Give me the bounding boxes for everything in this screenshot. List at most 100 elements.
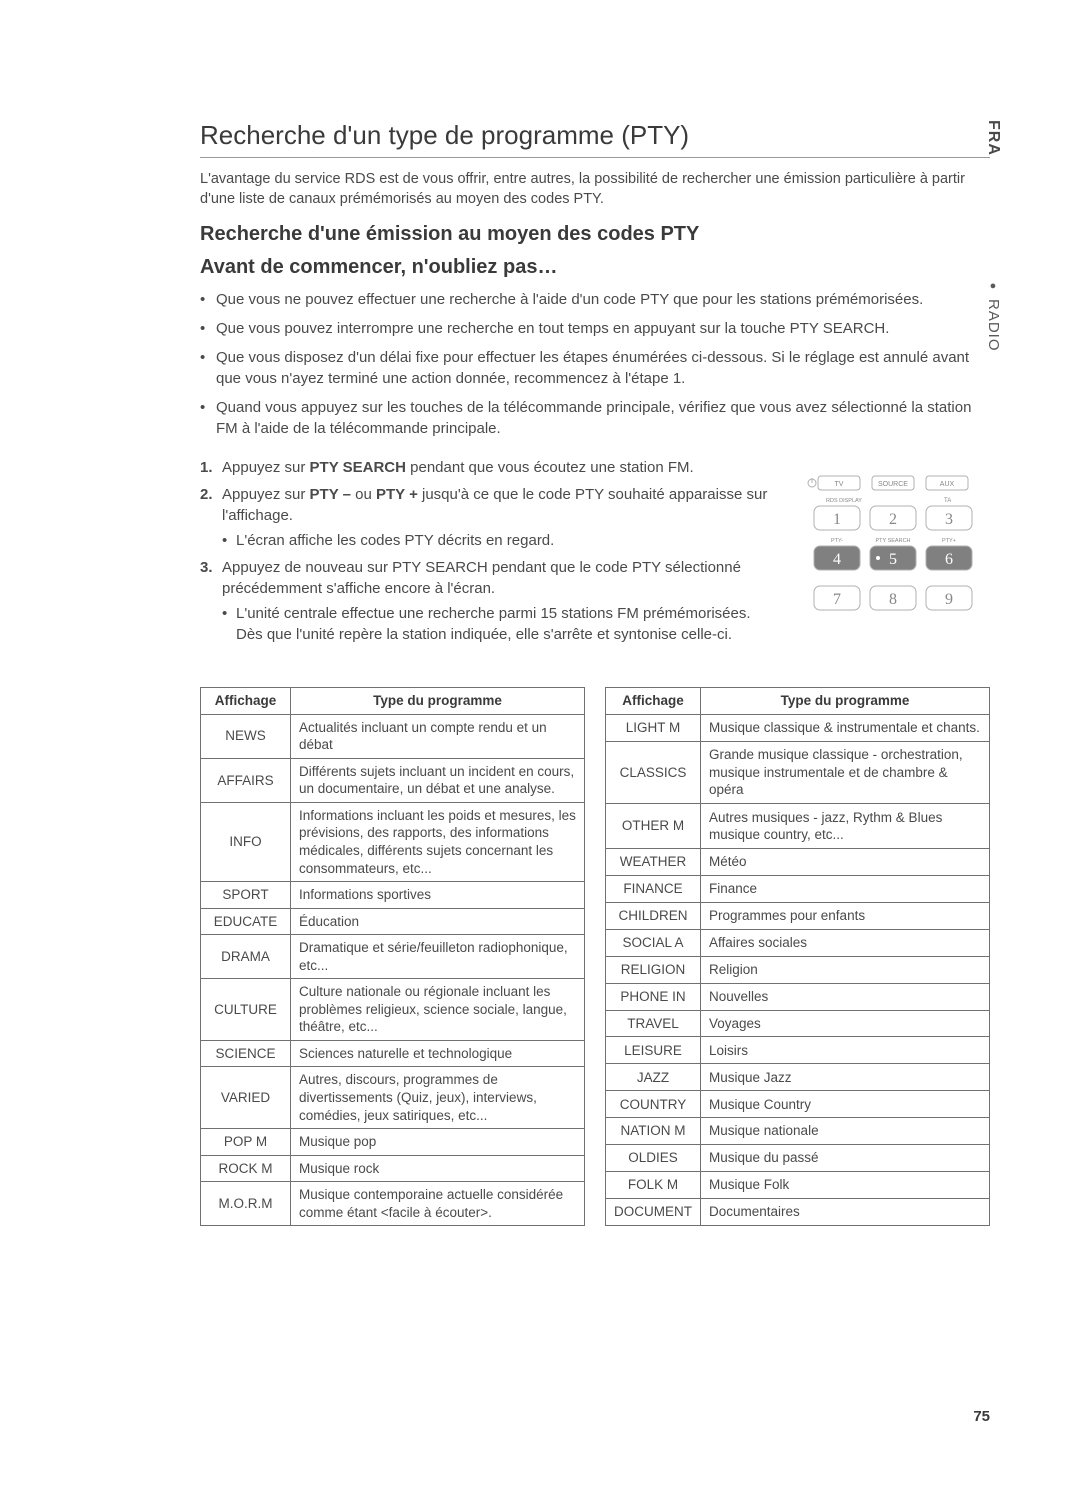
svg-text:PTY-: PTY- <box>831 538 843 544</box>
svg-text:SOURCE: SOURCE <box>878 481 908 488</box>
key-label: PTY SEARCH <box>310 459 406 476</box>
svg-text:AUX: AUX <box>940 481 955 488</box>
pty-desc: Grande musique classique - orchestration… <box>701 741 990 804</box>
table-header: Type du programme <box>701 688 990 715</box>
step-text: Appuyez sur <box>222 486 310 503</box>
pty-code: INFO <box>201 802 291 881</box>
pty-table-left: Affichage Type du programme NEWSActualit… <box>200 687 585 1226</box>
pty-code: LEISURE <box>606 1037 701 1064</box>
pty-desc: Religion <box>701 956 990 983</box>
svg-text:5: 5 <box>889 551 897 568</box>
pty-desc: Musique Folk <box>701 1172 990 1199</box>
pty-desc: Différents sujets incluant un incident e… <box>291 758 585 802</box>
pty-desc: Musique du passé <box>701 1145 990 1172</box>
step-text: Appuyez de nouveau sur PTY SEARCH pendan… <box>222 559 741 597</box>
pty-code: WEATHER <box>606 848 701 875</box>
table-row: LEISURELoisirs <box>606 1037 990 1064</box>
pty-code: SPORT <box>201 882 291 909</box>
pty-code: JAZZ <box>606 1064 701 1091</box>
subheading-1: Recherche d'une émission au moyen des co… <box>200 223 990 246</box>
pty-desc: Informations sportives <box>291 882 585 909</box>
pty-code: COUNTRY <box>606 1091 701 1118</box>
table-row: RELIGIONReligion <box>606 956 990 983</box>
note-item: Que vous pouvez interrompre une recherch… <box>200 318 990 339</box>
table-row: TRAVELVoyages <box>606 1010 990 1037</box>
pty-desc: Musique nationale <box>701 1118 990 1145</box>
pty-code: CHILDREN <box>606 902 701 929</box>
pty-desc: Sciences naturelle et technologique <box>291 1040 585 1067</box>
table-row: CHILDRENProgrammes pour enfants <box>606 902 990 929</box>
steps-list: Appuyez sur PTY SEARCH pendant que vous … <box>200 457 780 651</box>
pty-desc: Autres musiques - jazz, Rythm & Blues mu… <box>701 804 990 849</box>
pty-desc: Informations incluant les poids et mesur… <box>291 802 585 881</box>
svg-text:3: 3 <box>945 511 953 528</box>
table-row: COUNTRYMusique Country <box>606 1091 990 1118</box>
step-3: Appuyez de nouveau sur PTY SEARCH pendan… <box>200 557 780 645</box>
pty-code: OTHER M <box>606 804 701 849</box>
table-row: CLASSICSGrande musique classique - orche… <box>606 741 990 804</box>
table-row: VARIEDAutres, discours, programmes de di… <box>201 1067 585 1129</box>
pty-desc: Voyages <box>701 1010 990 1037</box>
table-row: NEWSActualités incluant un compte rendu … <box>201 714 585 758</box>
page-title: Recherche d'un type de programme (PTY) <box>200 120 990 158</box>
pty-table-right: Affichage Type du programme LIGHT MMusiq… <box>605 687 990 1226</box>
step-1: Appuyez sur PTY SEARCH pendant que vous … <box>200 457 780 478</box>
table-row: FOLK MMusique Folk <box>606 1172 990 1199</box>
table-row: SCIENCESciences naturelle et technologiq… <box>201 1040 585 1067</box>
pty-desc: Nouvelles <box>701 983 990 1010</box>
key-label: PTY + <box>376 486 418 503</box>
pty-code: SOCIAL A <box>606 929 701 956</box>
svg-text:PTY+: PTY+ <box>942 538 956 544</box>
table-row: AFFAIRSDifférents sujets incluant un inc… <box>201 758 585 802</box>
pty-code: VARIED <box>201 1067 291 1129</box>
table-header: Affichage <box>606 688 701 715</box>
step-text: ou <box>351 486 376 503</box>
pty-code: CLASSICS <box>606 741 701 804</box>
note-item: Quand vous appuyez sur les touches de la… <box>200 397 990 439</box>
step-text: Appuyez sur <box>222 459 310 476</box>
table-row: DOCUMENTDocumentaires <box>606 1199 990 1226</box>
pty-desc: Musique classique & instrumentale et cha… <box>701 714 990 741</box>
table-header: Type du programme <box>291 688 585 715</box>
intro-paragraph: L'avantage du service RDS est de vous of… <box>200 170 990 209</box>
pty-desc: Musique Jazz <box>701 1064 990 1091</box>
pty-code: EDUCATE <box>201 908 291 935</box>
pty-code: OLDIES <box>606 1145 701 1172</box>
pty-code: LIGHT M <box>606 714 701 741</box>
pty-desc: Affaires sociales <box>701 929 990 956</box>
pty-desc: Éducation <box>291 908 585 935</box>
table-row: JAZZMusique Jazz <box>606 1064 990 1091</box>
table-row: FINANCEFinance <box>606 875 990 902</box>
pty-code: FOLK M <box>606 1172 701 1199</box>
note-item: Que vous disposez d'un délai fixe pour e… <box>200 347 990 389</box>
pty-code: POP M <box>201 1129 291 1156</box>
svg-text:8: 8 <box>889 591 897 608</box>
step-2: Appuyez sur PTY – ou PTY + jusqu'à ce qu… <box>200 484 780 551</box>
side-tab-lang: FRA <box>984 120 1002 156</box>
table-row: CULTURECulture nationale ou régionale in… <box>201 979 585 1041</box>
step-text: pendant que vous écoutez une station FM. <box>406 459 694 476</box>
pty-desc: Autres, discours, programmes de divertis… <box>291 1067 585 1129</box>
svg-text:RDS DISPLAY: RDS DISPLAY <box>826 498 862 504</box>
pty-desc: Musique contemporaine actuelle considéré… <box>291 1182 585 1226</box>
table-row: POP MMusique pop <box>201 1129 585 1156</box>
pty-code: M.O.R.M <box>201 1182 291 1226</box>
pty-desc: Culture nationale ou régionale incluant … <box>291 979 585 1041</box>
pty-desc: Dramatique et série/feuilleton radiophon… <box>291 935 585 979</box>
table-row: ROCK MMusique rock <box>201 1155 585 1182</box>
pty-code: DOCUMENT <box>606 1199 701 1226</box>
table-row: M.O.R.MMusique contemporaine actuelle co… <box>201 1182 585 1226</box>
table-row: WEATHERMétéo <box>606 848 990 875</box>
step-sub: L'écran affiche les codes PTY décrits en… <box>222 530 780 551</box>
table-row: OLDIESMusique du passé <box>606 1145 990 1172</box>
pty-desc: Documentaires <box>701 1199 990 1226</box>
pty-code: FINANCE <box>606 875 701 902</box>
table-row: SPORTInformations sportives <box>201 882 585 909</box>
pty-code: PHONE IN <box>606 983 701 1010</box>
table-row: PHONE INNouvelles <box>606 983 990 1010</box>
pty-code: DRAMA <box>201 935 291 979</box>
pty-code: NEWS <box>201 714 291 758</box>
table-row: DRAMADramatique et série/feuilleton radi… <box>201 935 585 979</box>
svg-text:1: 1 <box>833 511 841 528</box>
table-row: OTHER MAutres musiques - jazz, Rythm & B… <box>606 804 990 849</box>
